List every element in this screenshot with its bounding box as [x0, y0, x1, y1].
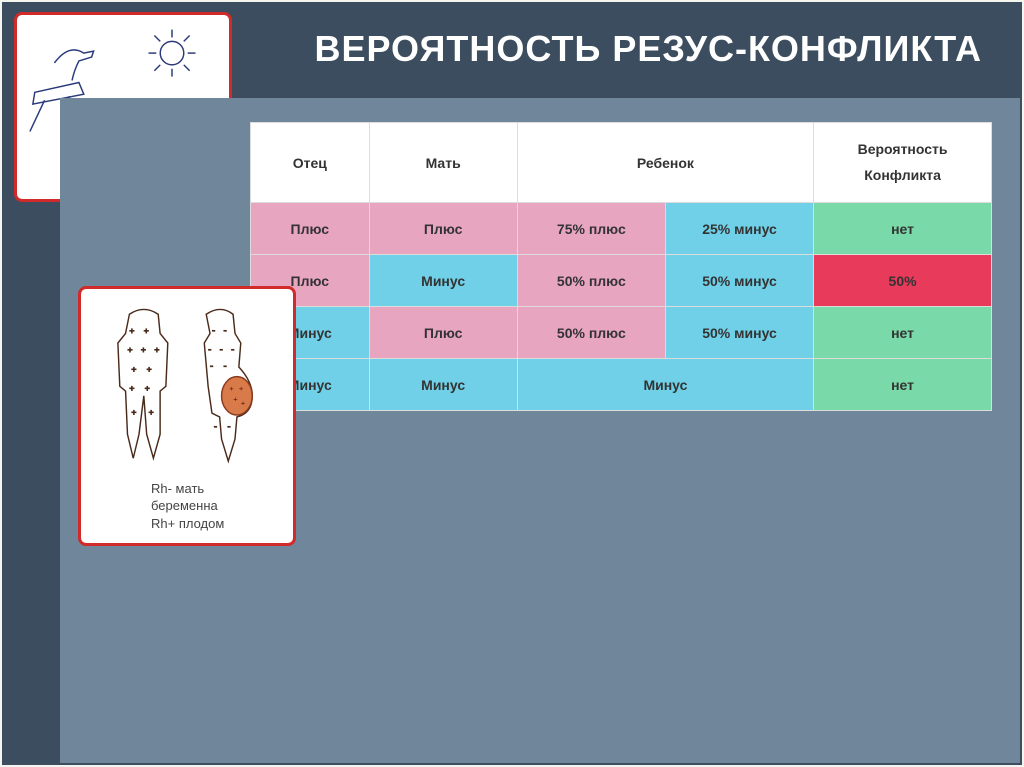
table-cell: 50% плюс [517, 307, 665, 359]
svg-text:+: + [149, 407, 154, 417]
svg-text:-: - [210, 361, 213, 372]
content-panel: Отец Мать Ребенок Вероятность Конфликта … [60, 98, 1020, 763]
cap-l3: Rh+ плодом [151, 516, 224, 531]
table-cell: 50% минус [665, 307, 813, 359]
table-cell: 50% [814, 255, 992, 307]
svg-text:+: + [129, 383, 134, 393]
probability-table: Отец Мать Ребенок Вероятность Конфликта … [250, 122, 992, 411]
table-cell: Плюс [369, 203, 517, 255]
svg-text:+: + [239, 384, 244, 393]
table-row: ПлюсПлюс75% плюс25% минуснет [251, 203, 992, 255]
svg-text:+: + [241, 398, 246, 407]
rh-bodies-illustration: ++ +++ ++ ++ ++ -- --- -- -- [91, 297, 283, 476]
col-child: Ребенок [517, 123, 813, 203]
table-cell: 50% плюс [517, 255, 665, 307]
table-cell: нет [814, 359, 992, 411]
svg-text:-: - [212, 325, 215, 336]
table-cell: Минус [369, 359, 517, 411]
prob-l1: Вероятность [858, 141, 948, 157]
cap-l1: Rh- мать [151, 481, 204, 496]
table-cell: Плюс [251, 203, 370, 255]
svg-text:+: + [131, 407, 136, 417]
col-probability: Вероятность Конфликта [814, 123, 992, 203]
svg-text:+: + [145, 383, 150, 393]
svg-text:+: + [233, 395, 238, 404]
svg-text:+: + [141, 345, 146, 355]
prob-l2: Конфликта [864, 167, 941, 183]
table-row: МинусМинусМинуснет [251, 359, 992, 411]
svg-text:+: + [129, 325, 134, 335]
svg-text:+: + [144, 325, 149, 335]
cap-l2: беременна [151, 498, 218, 513]
col-mother: Мать [369, 123, 517, 203]
svg-text:+: + [127, 345, 132, 355]
svg-text:+: + [154, 345, 159, 355]
svg-text:-: - [220, 345, 223, 356]
table-cell: Плюс [369, 307, 517, 359]
slide-title: ВЕРОЯТНОСТЬ РЕЗУС-КОНФЛИКТА [314, 28, 982, 70]
svg-text:-: - [214, 421, 217, 432]
table-row: МинусПлюс50% плюс50% минуснет [251, 307, 992, 359]
svg-text:-: - [227, 421, 230, 432]
svg-text:-: - [223, 361, 226, 372]
slide: ВЕРОЯТНОСТЬ РЕЗУС-КОНФЛИКТА [2, 2, 1022, 765]
col-father: Отец [251, 123, 370, 203]
table-cell: нет [814, 203, 992, 255]
table-cell: нет [814, 307, 992, 359]
table-cell: 75% плюс [517, 203, 665, 255]
table-header-row: Отец Мать Ребенок Вероятность Конфликта [251, 123, 992, 203]
bottom-illustration-frame: ++ +++ ++ ++ ++ -- --- -- -- [78, 286, 296, 546]
svg-text:+: + [147, 364, 152, 374]
table-cell: Минус [369, 255, 517, 307]
table-cell: Минус [517, 359, 813, 411]
svg-text:+: + [131, 364, 136, 374]
illustration-caption: Rh- мать беременна Rh+ плодом [91, 480, 283, 533]
svg-text:+: + [229, 384, 234, 393]
svg-text:-: - [208, 345, 211, 356]
svg-text:-: - [223, 325, 226, 336]
table-cell: 50% минус [665, 255, 813, 307]
table-row: ПлюсМинус50% плюс50% минус50% [251, 255, 992, 307]
svg-text:-: - [231, 345, 234, 356]
table-cell: 25% минус [665, 203, 813, 255]
